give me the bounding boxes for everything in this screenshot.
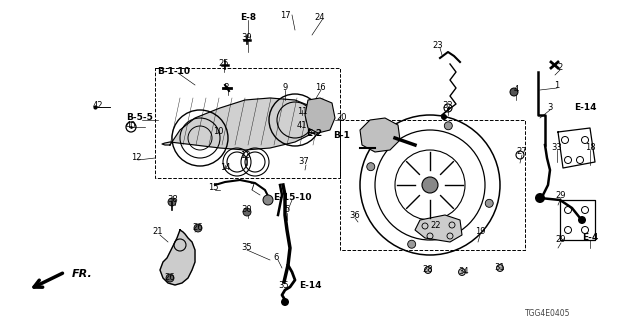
Circle shape — [367, 163, 375, 171]
Text: 26: 26 — [164, 274, 175, 283]
Text: E-2: E-2 — [306, 129, 322, 138]
Text: 5: 5 — [284, 205, 290, 214]
Text: E-4: E-4 — [582, 234, 598, 243]
Circle shape — [281, 298, 289, 306]
Text: 30: 30 — [242, 205, 252, 214]
Text: 31: 31 — [495, 263, 506, 273]
Bar — [340, 120, 525, 250]
Text: E-15-10: E-15-10 — [273, 194, 311, 203]
Text: 35: 35 — [278, 281, 289, 290]
Text: 10: 10 — [212, 127, 223, 137]
Circle shape — [168, 198, 176, 206]
Text: 41: 41 — [297, 122, 307, 131]
Text: 42: 42 — [93, 100, 103, 109]
Text: 4: 4 — [513, 85, 518, 94]
Text: 39: 39 — [242, 34, 252, 43]
Text: 2: 2 — [557, 63, 563, 73]
Text: B-1: B-1 — [333, 131, 351, 140]
Text: 37: 37 — [299, 157, 309, 166]
Text: 8: 8 — [223, 84, 228, 92]
Text: 32: 32 — [443, 100, 453, 109]
Text: E-14: E-14 — [299, 281, 321, 290]
Circle shape — [497, 265, 504, 271]
Text: 24: 24 — [315, 13, 325, 22]
Text: 1: 1 — [554, 81, 559, 90]
Text: 18: 18 — [585, 143, 595, 153]
Text: 33: 33 — [552, 143, 563, 153]
Circle shape — [422, 177, 438, 193]
Circle shape — [578, 216, 586, 224]
Text: 19: 19 — [475, 228, 485, 236]
Text: 6: 6 — [273, 253, 278, 262]
Text: 11: 11 — [297, 108, 307, 116]
Text: 16: 16 — [315, 84, 325, 92]
Text: 22: 22 — [431, 220, 441, 229]
Circle shape — [510, 88, 518, 96]
Polygon shape — [305, 98, 335, 133]
Text: FR.: FR. — [72, 269, 93, 279]
Text: B-5-5: B-5-5 — [127, 114, 154, 123]
Text: 28: 28 — [422, 266, 433, 275]
Text: 34: 34 — [459, 268, 469, 276]
Circle shape — [194, 224, 202, 232]
Text: 26: 26 — [193, 223, 204, 233]
Text: B-1-10: B-1-10 — [157, 68, 191, 76]
Text: 17: 17 — [280, 11, 291, 20]
Text: 14: 14 — [220, 164, 230, 172]
Text: 35: 35 — [242, 244, 252, 252]
Circle shape — [441, 114, 447, 120]
Text: TGG4E0405: TGG4E0405 — [525, 309, 570, 318]
Text: E-8: E-8 — [240, 13, 256, 22]
Text: 7: 7 — [250, 183, 255, 193]
Polygon shape — [162, 98, 320, 150]
Polygon shape — [415, 215, 462, 242]
Text: 40: 40 — [125, 121, 136, 130]
Text: 25: 25 — [219, 59, 229, 68]
Text: 3: 3 — [547, 103, 553, 113]
Text: 36: 36 — [349, 211, 360, 220]
Text: 38: 38 — [168, 196, 179, 204]
Text: 13: 13 — [240, 150, 250, 159]
Text: 21: 21 — [153, 228, 163, 236]
Text: 12: 12 — [131, 154, 141, 163]
Text: E-14: E-14 — [573, 103, 596, 113]
Circle shape — [424, 267, 431, 274]
Text: 20: 20 — [337, 114, 348, 123]
Circle shape — [485, 199, 493, 207]
Polygon shape — [360, 118, 400, 152]
Circle shape — [166, 274, 174, 282]
Circle shape — [263, 195, 273, 205]
Circle shape — [243, 208, 251, 216]
Circle shape — [458, 268, 465, 276]
Circle shape — [535, 193, 545, 203]
Text: 9: 9 — [282, 84, 287, 92]
Text: 29: 29 — [556, 190, 566, 199]
Text: 15: 15 — [208, 183, 218, 193]
Bar — [155, 68, 340, 178]
Circle shape — [408, 240, 415, 248]
Circle shape — [444, 122, 452, 130]
Text: 29: 29 — [556, 236, 566, 244]
Polygon shape — [160, 230, 195, 285]
Text: 27: 27 — [516, 148, 527, 156]
Text: 23: 23 — [433, 41, 444, 50]
